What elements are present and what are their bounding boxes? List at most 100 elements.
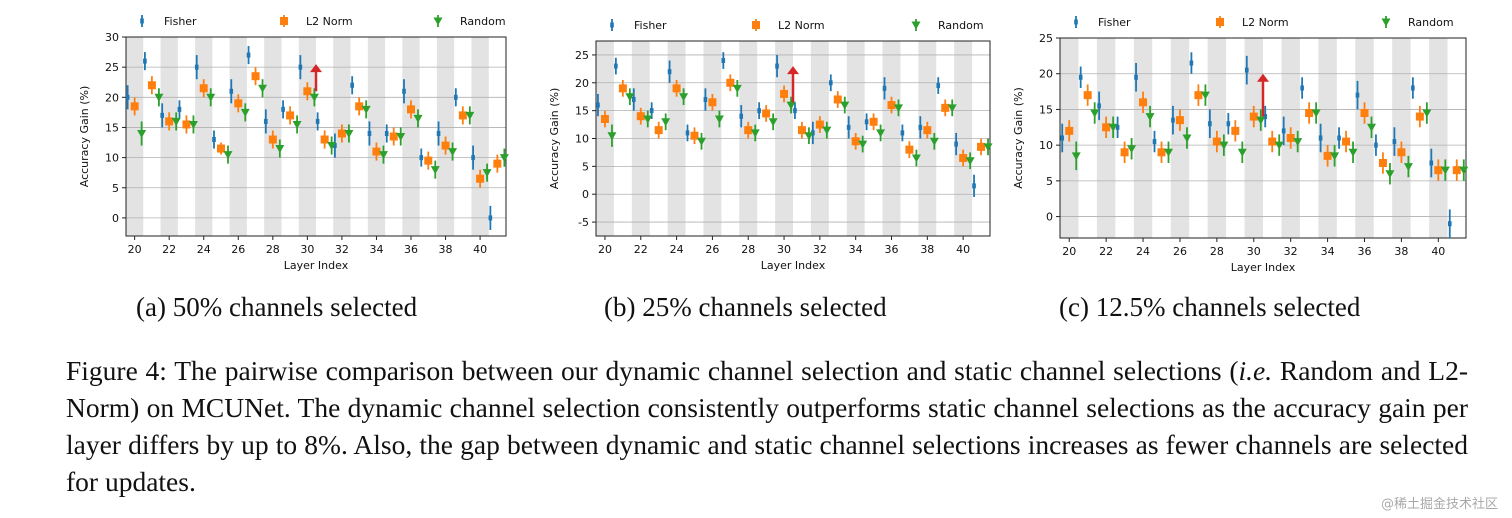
x-tick-label: 36: [885, 243, 899, 256]
random-point: [378, 151, 388, 160]
fisher-point: [614, 63, 618, 69]
random-point: [1200, 91, 1210, 100]
x-tick-label: 36: [1358, 245, 1372, 258]
layer-band: [471, 37, 489, 236]
chart-panel-b: -5 0 5 10 15 20 25 20 22 24 26 28 30 32 34 36 38 40 Layer …: [538, 0, 998, 286]
fisher-point: [454, 94, 458, 100]
x-tick-label: 36: [404, 243, 418, 256]
fisher-point: [436, 130, 441, 136]
l2-norm-point: [1305, 109, 1314, 117]
fisher-point: [864, 119, 869, 125]
gap-arrow-head: [787, 66, 799, 75]
x-tick-label: 28: [741, 243, 755, 256]
random-point: [1256, 116, 1266, 125]
legend-random-marker: [1381, 18, 1391, 27]
random-point: [929, 137, 939, 146]
l2-norm-point: [869, 117, 878, 126]
fisher-point: [1392, 139, 1397, 145]
l2-norm-point: [372, 147, 381, 156]
fisher-point: [350, 82, 354, 88]
chart-panel-c: 0 5 10 15 20 25 20 22 24 26 28 30 32 34 36 38 40 Layer In…: [1010, 0, 1480, 286]
l2-norm-point: [726, 78, 735, 87]
x-tick-label: 24: [197, 243, 211, 256]
random-point: [188, 120, 198, 129]
l2-norm-point: [1378, 159, 1387, 167]
l2-norm-point: [424, 156, 433, 165]
fisher-point: [703, 97, 708, 102]
fisher-point: [882, 85, 887, 91]
random-point: [1311, 109, 1321, 118]
layer-band: [126, 37, 144, 236]
l2-norm-point: [600, 115, 609, 123]
x-tick-label: 30: [777, 243, 791, 256]
l2-norm-point: [303, 87, 312, 96]
random-point: [1348, 148, 1358, 157]
l2-norm-point: [941, 103, 950, 112]
legend-label: Random: [460, 15, 506, 28]
x-tick-label: 22: [162, 243, 176, 256]
x-tick-label: 34: [369, 243, 383, 256]
l2-norm-point: [1434, 166, 1443, 175]
fisher-point: [1171, 117, 1175, 123]
fisher-point: [1355, 92, 1360, 98]
x-tick-label: 24: [1136, 245, 1150, 258]
random-point: [786, 101, 796, 110]
legend-label: L2 Norm: [778, 19, 825, 32]
chart-b: -5 0 5 10 15 20 25 20 22 24 26 28 30 32 34 36 38 40 Layer …: [548, 19, 993, 272]
fisher-point: [125, 94, 130, 100]
random-point: [1108, 123, 1118, 132]
l2-norm-point: [268, 135, 277, 144]
random-point: [154, 93, 164, 102]
fisher-point: [402, 88, 406, 94]
subcaption-a: (a) 50% channels selected: [136, 292, 418, 322]
l2-norm-point: [1120, 148, 1129, 157]
l2-norm-point: [407, 105, 415, 114]
random-point: [137, 129, 147, 138]
fisher-point: [1374, 142, 1378, 148]
fisher-point: [1078, 74, 1083, 80]
y-tick-label: 5: [112, 182, 119, 195]
layer-band: [1318, 38, 1337, 238]
fisher-point: [1134, 74, 1138, 80]
legend-label: L2 Norm: [1242, 16, 1289, 29]
x-tick-label: 32: [1284, 245, 1298, 258]
l2-norm-point: [182, 120, 191, 129]
l2-norm-point: [959, 154, 968, 162]
fisher-point: [471, 155, 475, 161]
fisher-point: [384, 130, 389, 136]
l2-norm-point: [199, 84, 208, 93]
x-tick-label: 26: [1173, 245, 1187, 258]
l2-norm-point: [217, 144, 225, 153]
random-point: [1237, 148, 1247, 157]
l2-norm-point: [708, 98, 717, 107]
fisher-point: [918, 124, 923, 130]
legend-label: L2 Norm: [306, 15, 353, 28]
random-point: [258, 84, 268, 93]
x-tick-label: 28: [1210, 245, 1224, 258]
y-tick-label: 5: [582, 160, 589, 173]
l2-norm-point: [1157, 148, 1166, 157]
l2-norm-point: [780, 89, 789, 98]
y-tick-label: 10: [105, 152, 119, 165]
l2-norm-point: [1083, 91, 1092, 100]
l2-norm-point: [1194, 91, 1203, 100]
fisher-point: [954, 141, 958, 147]
legend-label: Random: [1408, 16, 1454, 29]
fisher-point: [1208, 121, 1212, 127]
fisher-point: [721, 58, 726, 63]
y-axis-label: Accuracy Gain (%): [548, 88, 561, 190]
random-point: [413, 114, 423, 123]
l2-norm-point: [286, 111, 295, 120]
random-point: [1127, 145, 1137, 154]
y-tick-label: 5: [1046, 175, 1053, 188]
l2-norm-point: [355, 102, 364, 111]
random-point: [292, 120, 302, 129]
fisher-point: [212, 137, 216, 143]
l2-norm-point: [1342, 137, 1351, 146]
fisher-point: [757, 108, 761, 114]
l2-norm-point: [476, 174, 485, 183]
x-tick-label: 24: [670, 243, 684, 256]
random-point: [482, 169, 492, 178]
l2-norm-point: [1065, 126, 1074, 135]
l2-norm-point: [654, 126, 663, 135]
